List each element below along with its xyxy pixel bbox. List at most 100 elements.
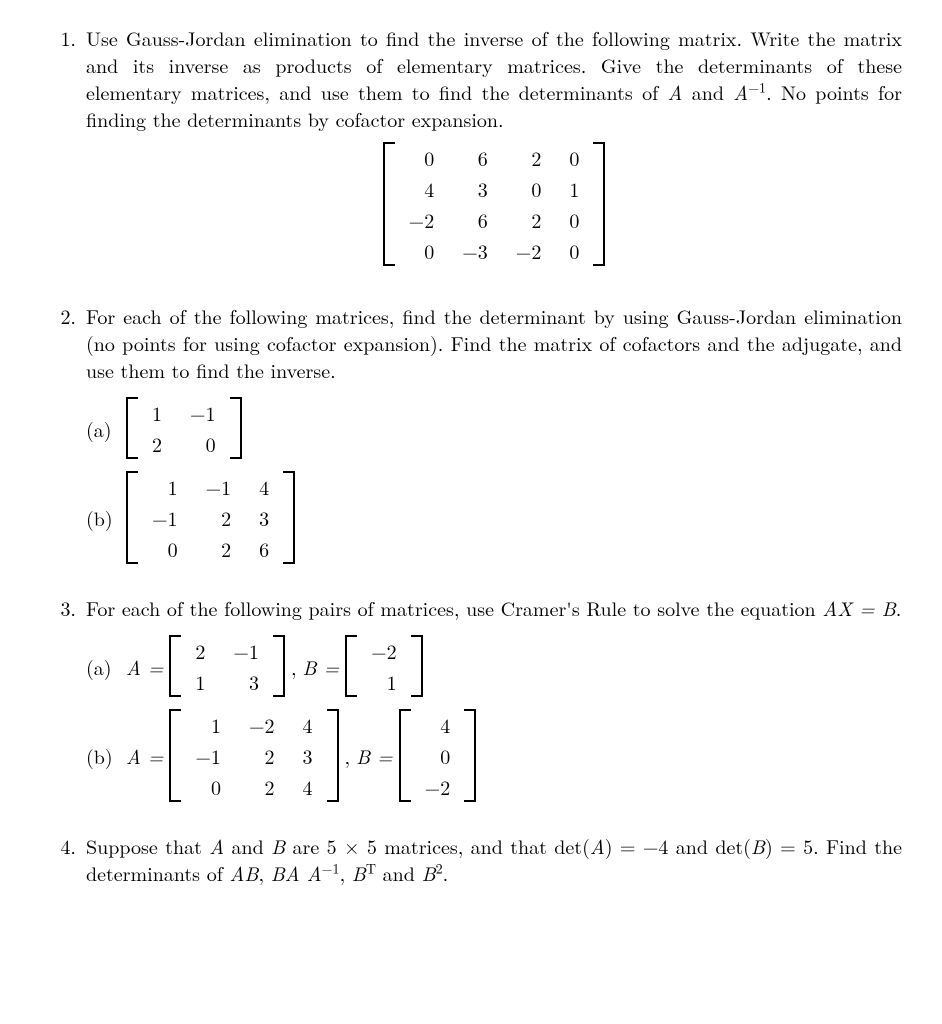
matrix-cell: −2 bbox=[395, 204, 449, 235]
problem-body: Use Gauss-Jordan elimination to find the… bbox=[86, 24, 902, 284]
superscript: −1 bbox=[748, 77, 766, 97]
text: For each of the following matrices, find… bbox=[86, 301, 902, 384]
problem-3: 3. For each of the following pairs of ma… bbox=[40, 594, 902, 814]
subitem-a: (a) A = 2−113 , B = −21 bbox=[86, 635, 902, 697]
matrix-cell: −2 bbox=[357, 635, 411, 666]
var: B bbox=[422, 858, 436, 887]
matrix-cell: 4 bbox=[289, 709, 327, 740]
var: AB bbox=[230, 858, 259, 887]
matrix-cell: 4 bbox=[411, 709, 465, 740]
text: . bbox=[896, 593, 902, 622]
text: and bbox=[682, 77, 733, 106]
subitem-a: (a) 1−120 bbox=[86, 397, 902, 459]
problem-number: 4. bbox=[40, 832, 86, 886]
left-bracket bbox=[345, 635, 357, 697]
matrix-cell: −1 bbox=[219, 635, 273, 666]
matrix-cell: 0 bbox=[181, 771, 235, 802]
matrix-a: 2−113 bbox=[169, 635, 285, 697]
left-bracket bbox=[126, 397, 138, 459]
comma: , bbox=[291, 653, 297, 680]
right-bracket bbox=[593, 142, 605, 266]
matrix: 06204301−26200−3−20 bbox=[383, 142, 606, 266]
text: For each of the following pairs of matri… bbox=[86, 593, 822, 622]
text: Suppose that bbox=[86, 831, 209, 860]
matrix-cell: 0 bbox=[411, 740, 465, 771]
text: . bbox=[443, 858, 449, 887]
left-bracket bbox=[169, 635, 181, 697]
text: , bbox=[258, 858, 270, 887]
matrix-cell: 4 bbox=[289, 771, 327, 802]
text: are 5 × 5 matrices, and that det( bbox=[285, 831, 590, 860]
right-bracket bbox=[464, 709, 476, 802]
problem-body: Suppose that A and B are 5 × 5 matrices,… bbox=[86, 832, 902, 886]
matrix-grid: 1−14−123026 bbox=[138, 471, 283, 564]
sublabel: (a) bbox=[86, 415, 126, 442]
superscript: T bbox=[366, 858, 376, 878]
matrix: 1−120 bbox=[126, 397, 242, 459]
matrix-cell: 6 bbox=[448, 204, 502, 235]
subitems: (a) A = 2−113 , B = −21 bbox=[86, 635, 902, 802]
problem-number: 1. bbox=[40, 24, 86, 284]
problem-1: 1. Use Gauss-Jordan elimination to find … bbox=[40, 24, 902, 284]
matrix: 1−14−123026 bbox=[126, 471, 295, 564]
matrix-cell: 3 bbox=[219, 666, 273, 697]
text: and bbox=[376, 858, 422, 887]
matrix-grid: −21 bbox=[357, 635, 411, 697]
matrix-cell: 0 bbox=[555, 142, 593, 173]
b-equals: B = bbox=[356, 742, 393, 769]
left-bracket bbox=[169, 709, 181, 802]
comma: , bbox=[345, 742, 351, 769]
matrix-cell: 2 bbox=[235, 771, 289, 802]
matrix-cell: 1 bbox=[181, 666, 219, 697]
matrix-cell: −3 bbox=[448, 235, 502, 266]
matrix-grid: 06204301−26200−3−20 bbox=[395, 142, 594, 266]
matrix-cell: −2 bbox=[235, 709, 289, 740]
matrix-b: −21 bbox=[345, 635, 423, 697]
matrix-cell: 3 bbox=[245, 502, 283, 533]
superscript: −1 bbox=[322, 858, 340, 878]
problem-number: 3. bbox=[40, 594, 86, 814]
matrix-cell: 0 bbox=[176, 428, 230, 459]
matrix-cell: −2 bbox=[502, 235, 556, 266]
matrix-cell: 2 bbox=[235, 740, 289, 771]
matrix-cell: 0 bbox=[502, 173, 556, 204]
matrix-cell: 1 bbox=[138, 397, 176, 428]
matrix-cell: 2 bbox=[181, 635, 219, 666]
matrix-cell: 1 bbox=[181, 709, 235, 740]
right-bracket bbox=[273, 635, 285, 697]
sublabel: (a) bbox=[86, 653, 126, 680]
sublabel: (b) bbox=[86, 504, 126, 531]
var: BA A bbox=[271, 858, 322, 887]
equation-row: A = 2−113 , B = −21 bbox=[126, 635, 423, 697]
var: B bbox=[352, 858, 366, 887]
matrix-cell: 6 bbox=[448, 142, 502, 173]
matrix-cell: −1 bbox=[176, 397, 230, 428]
matrix-cell: 0 bbox=[138, 533, 192, 564]
matrix-cell: 2 bbox=[138, 428, 176, 459]
problem-body: For each of the following matrices, find… bbox=[86, 302, 902, 576]
text: , bbox=[340, 858, 352, 887]
a-equals: A = bbox=[126, 653, 163, 680]
matrix-display: 06204301−26200−3−20 bbox=[86, 142, 902, 266]
var: A bbox=[209, 831, 224, 860]
problem-number: 2. bbox=[40, 302, 86, 576]
matrix-cell: 2 bbox=[192, 533, 246, 564]
subitem-b: (b) 1−14−123026 bbox=[86, 471, 902, 564]
matrix-cell: −2 bbox=[411, 771, 465, 802]
problem-2: 2. For each of the following matrices, f… bbox=[40, 302, 902, 576]
matrix-grid: 1−24−123024 bbox=[181, 709, 326, 802]
b-equals: B = bbox=[303, 653, 340, 680]
subitem-b: (b) A = 1−24−123024 , B = 40−2 bbox=[86, 709, 902, 802]
left-bracket bbox=[126, 471, 138, 564]
var: A bbox=[590, 831, 605, 860]
equation: AX = B bbox=[822, 593, 895, 622]
var-a: A bbox=[668, 77, 683, 106]
matrix-cell: 4 bbox=[245, 471, 283, 502]
matrix-cell: −1 bbox=[181, 740, 235, 771]
matrix-cell: 0 bbox=[555, 204, 593, 235]
matrix-cell: 2 bbox=[502, 204, 556, 235]
text: and bbox=[224, 831, 271, 860]
matrix-cell: 1 bbox=[357, 666, 411, 697]
equation-row: A = 1−24−123024 , B = 40−2 bbox=[126, 709, 476, 802]
var: B bbox=[271, 831, 285, 860]
